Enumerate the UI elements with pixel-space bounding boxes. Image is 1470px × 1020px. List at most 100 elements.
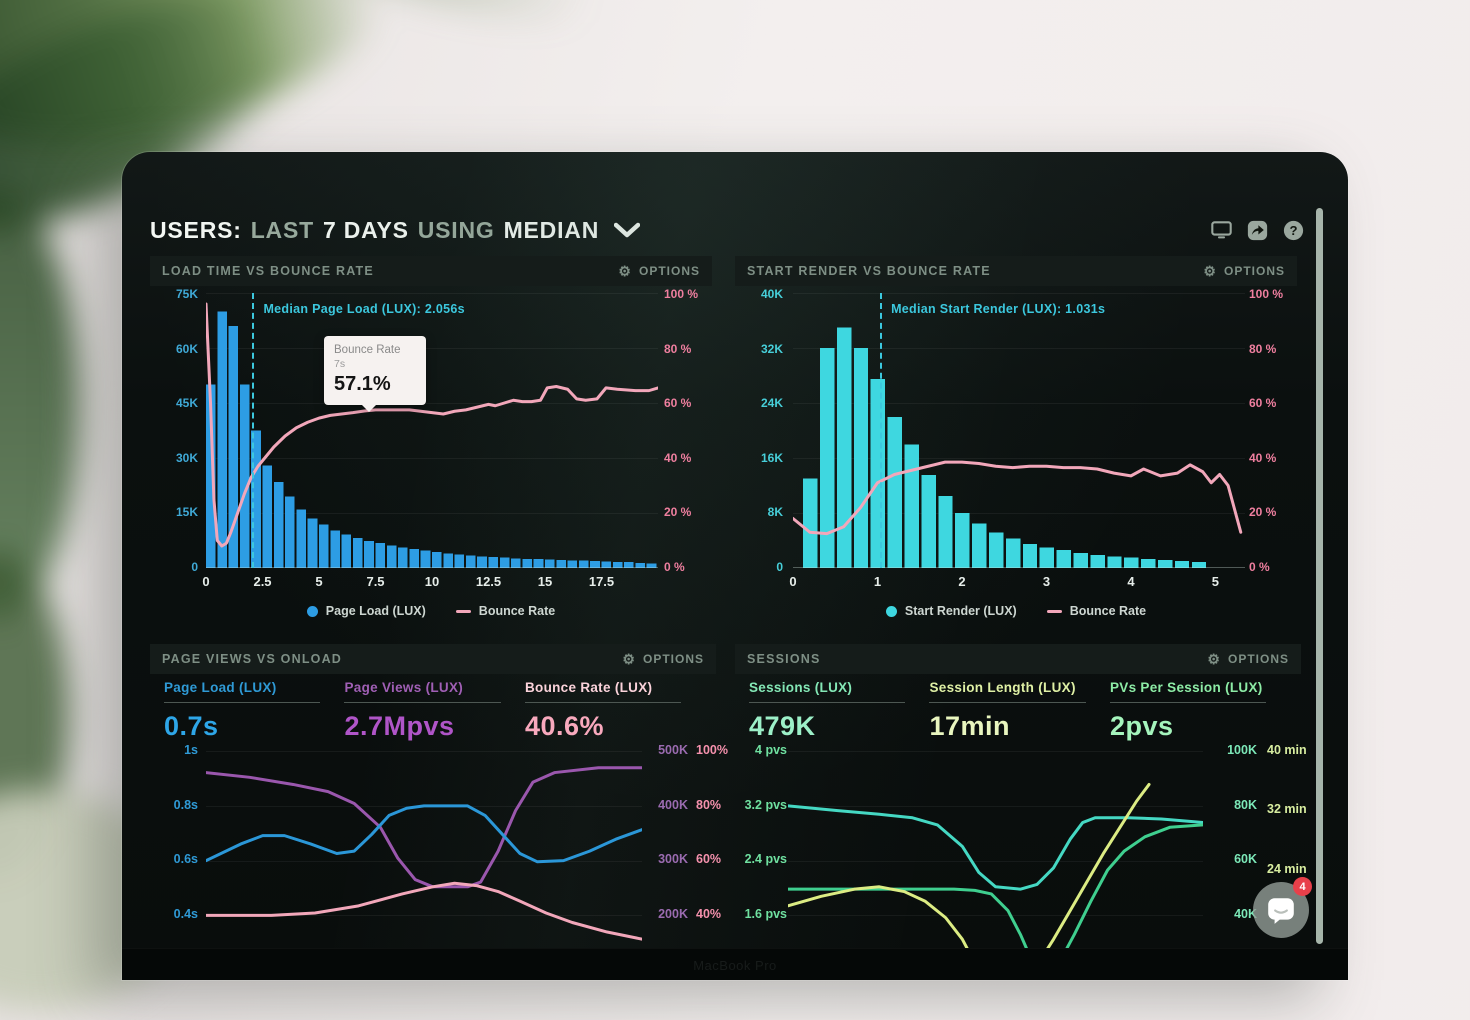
metric-label: Session Length (LUX) <box>929 680 1076 695</box>
axis-label: 40 % <box>1249 450 1277 465</box>
legend-item[interactable]: Bounce Rate <box>455 604 555 618</box>
legend-item[interactable]: Bounce Rate <box>1046 604 1146 618</box>
options-button[interactable]: ⚙ OPTIONS <box>618 263 700 279</box>
legend-line-marker <box>1046 609 1062 613</box>
axis-label: 4 pvs <box>755 743 787 757</box>
panel-sessions: SESSIONS ⚙ OPTIONS Sessions (LUX) 479K Ses… <box>735 644 1307 980</box>
axis-label: 300K <box>658 852 688 867</box>
axis-label: 200K <box>658 906 688 921</box>
median-marker: Median Page Load (LUX): 2.056s <box>252 293 465 568</box>
gear-icon: ⚙ <box>618 263 632 279</box>
axis-label: 1.6 pvs <box>744 906 787 921</box>
axis-label: 16K <box>760 450 783 465</box>
x-tick-label: 15 <box>537 574 553 589</box>
x-tick-label: 2 <box>958 574 966 589</box>
gear-icon: ⚙ <box>622 651 636 667</box>
x-axis: 0 1 2 3 4 5 <box>789 574 1245 590</box>
axis-label: 0.6s <box>173 852 198 867</box>
metric-value: 2pvs <box>1109 711 1174 741</box>
chat-unread-badge: 4 <box>1293 877 1312 896</box>
x-tick-label: 5 <box>1211 574 1220 589</box>
vertical-scrollbar[interactable] <box>1316 208 1323 944</box>
panel-start-render-vs-bounce-rate: START RENDER VS BOUNCE RATE ⚙ OPTIONS 40… <box>735 256 1297 638</box>
metric-bounce-rate-lux-: Bounce Rate (LUX) 40.6% <box>524 680 705 742</box>
panel-title: START RENDER VS BOUNCE RATE <box>747 264 991 278</box>
axis-label: 500K <box>658 743 688 757</box>
axis-label: 40K <box>760 287 783 301</box>
header-seg: MEDIAN <box>503 216 600 243</box>
x-tick-label: 12.5 <box>475 574 502 589</box>
y-axis-right: 100 % 80 % 60 % 40 % 20 % 0 % <box>664 287 708 574</box>
metrics-row: Page Load (LUX) 0.7s Page Views (LUX) 2.7Mp… <box>164 680 706 742</box>
display-icon[interactable] <box>1211 220 1232 241</box>
axis-label: 0 <box>776 559 783 574</box>
plot-area[interactable]: Median Page Load (LUX): 2.056s Bounce Ra… <box>206 293 658 568</box>
axis-label: 30K <box>175 450 198 465</box>
metric-label: Bounce Rate (LUX) <box>524 680 653 695</box>
metric-page-views-lux-: Page Views (LUX) 2.7Mpvs <box>344 680 524 742</box>
axis-label: 60K <box>1234 852 1257 867</box>
x-tick-label: 10 <box>424 574 440 589</box>
axis-label: 75K <box>175 287 198 301</box>
axis-label: 0 <box>191 559 198 574</box>
metric-session-length-lux-: Session Length (LUX) 17min <box>929 680 1109 742</box>
axis-label: 400K <box>658 797 688 812</box>
legend-item[interactable]: Start Render (LUX) <box>885 604 1017 618</box>
axis-label: 1s <box>184 743 198 757</box>
legend-item[interactable]: Page Load (LUX) <box>306 604 426 618</box>
axis-label: 40K <box>1234 906 1257 921</box>
y-axis-left: 40K 32K 24K 16K 8K 0 <box>745 287 783 574</box>
axis-label: 60% <box>696 852 722 867</box>
plot-area[interactable] <box>206 744 642 980</box>
metrics-row: Sessions (LUX) 479K Session Length (LUX) 17… <box>749 680 1291 742</box>
axis-label: 60 % <box>1249 396 1277 411</box>
help-icon[interactable]: ? <box>1283 220 1304 241</box>
laptop-screen: USERS: LAST 7 DAYS USING MEDIAN ? LOAD T… <box>122 152 1348 980</box>
y-axis-right-session-length: 40 min 32 min 24 min <box>1267 743 1321 921</box>
options-button[interactable]: ⚙ OPTIONS <box>1207 651 1289 667</box>
axis-label: 20 % <box>664 505 692 520</box>
users-range-dropdown[interactable]: USERS: LAST 7 DAYS USING MEDIAN <box>150 214 641 246</box>
panel-page-views-vs-onload: PAGE VIEWS VS ONLOAD ⚙ OPTIONS Page Load… <box>150 644 728 980</box>
axis-label: 40 min <box>1267 743 1307 757</box>
lines-sessions <box>788 744 1203 980</box>
axis-label: 80% <box>696 797 722 812</box>
header-brand: USERS: <box>150 216 242 243</box>
axis-label: 15K <box>175 505 198 520</box>
legend-dot-marker <box>885 605 897 617</box>
axis-label: 100 % <box>1249 287 1284 301</box>
legend: Page Load (LUX) Bounce Rate <box>150 604 712 618</box>
legend-dot-marker <box>306 605 318 617</box>
axis-label: 8K <box>767 505 783 520</box>
share-icon[interactable] <box>1247 220 1268 241</box>
plot-area[interactable]: Median Start Render (LUX): 1.031s <box>793 293 1245 568</box>
axis-label: 40% <box>696 906 722 921</box>
options-button[interactable]: ⚙ OPTIONS <box>622 651 704 667</box>
metric-label: Sessions (LUX) <box>749 680 853 695</box>
axis-label: 3.2 pvs <box>744 797 787 812</box>
axis-label: 60 % <box>664 396 692 411</box>
line-bounce-rate <box>793 293 1245 568</box>
axis-label: 80K <box>1234 797 1257 812</box>
axis-label: 0 % <box>1249 559 1270 574</box>
metric-page-load-lux-: Page Load (LUX) 0.7s <box>164 680 344 742</box>
axis-label: 40 % <box>664 450 692 465</box>
legend-line-marker <box>455 609 471 613</box>
plot-area[interactable] <box>788 744 1203 980</box>
chat-widget-button[interactable]: 4 <box>1253 877 1312 938</box>
bars-page-load <box>206 311 657 568</box>
x-axis: 0 2.5 5 7.5 10 12.5 15 17.5 <box>202 574 658 590</box>
panel-title: PAGE VIEWS VS ONLOAD <box>162 652 343 666</box>
options-button[interactable]: ⚙ OPTIONS <box>1203 263 1285 279</box>
metric-value: 2.7Mpvs <box>344 711 455 741</box>
y-axis-right-pageviews: 500K 400K 300K 200K <box>644 743 688 921</box>
line-bounce-rate <box>206 293 658 568</box>
axis-label: 100K <box>1227 743 1257 757</box>
x-tick-label: 17.5 <box>588 574 615 589</box>
axis-label: 100% <box>696 743 728 757</box>
y-axis-left: 1s 0.8s 0.6s 0.4s <box>158 743 198 921</box>
axis-label: 24 min <box>1267 861 1307 876</box>
lines-page-views-onload <box>206 744 642 980</box>
y-axis-right-sessions: 100K 80K 60K 40K <box>1211 743 1257 921</box>
panel-title: LOAD TIME VS BOUNCE RATE <box>162 264 374 278</box>
